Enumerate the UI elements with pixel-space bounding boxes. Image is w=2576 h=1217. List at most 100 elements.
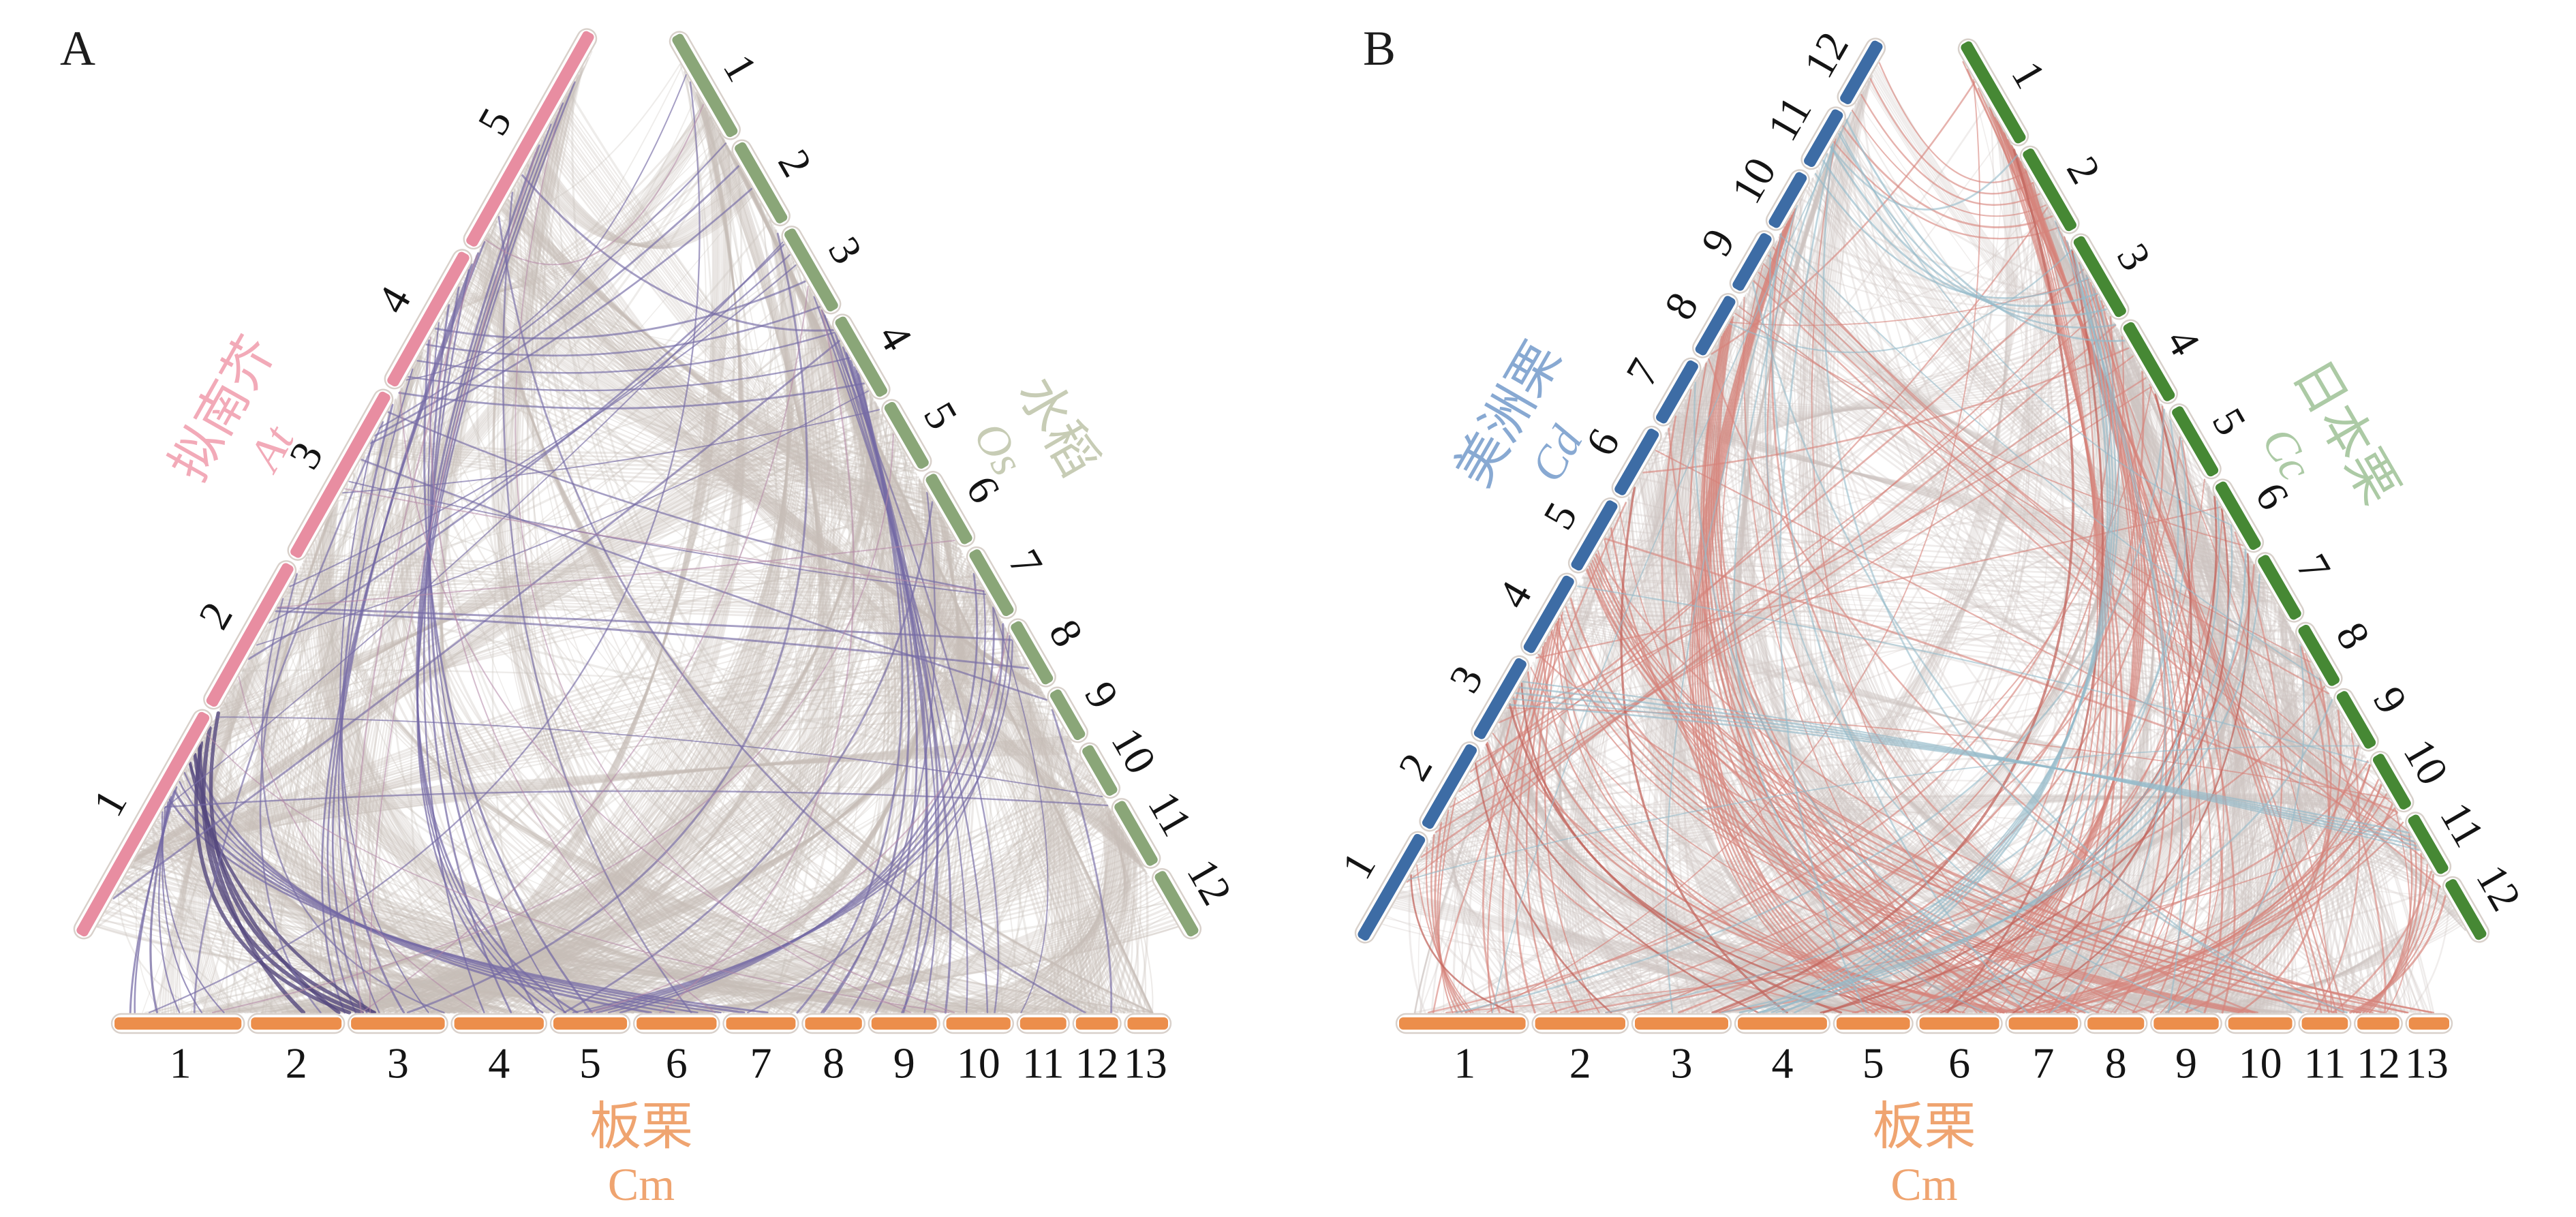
synteny-ribbon (1911, 495, 2224, 1014)
synteny-ribbon (531, 156, 987, 1014)
synteny-ribbon (1490, 132, 2006, 737)
synteny-ribbon (179, 780, 508, 1014)
synteny-ribbon (294, 574, 990, 599)
synteny-ribbon (1406, 293, 2098, 883)
synteny-ribbon (114, 192, 755, 895)
synteny-ribbon (1010, 638, 1067, 1014)
synteny-ribbon (153, 825, 888, 1014)
synteny-ribbon (138, 363, 854, 854)
synteny-ribbon (1546, 258, 2079, 641)
synteny-ribbon (134, 610, 996, 861)
synteny-ribbon (791, 307, 893, 1014)
synteny-ribbon (448, 123, 720, 1014)
synteny-ribbon (1728, 249, 2073, 354)
synteny-ribbon (1535, 506, 2222, 659)
synteny-ribbon (673, 736, 1069, 1014)
synteny-ribbon (1637, 482, 1972, 1013)
synteny-ribbon (441, 152, 673, 1014)
synteny-ribbon (278, 604, 1071, 1013)
synteny-ribbon (1649, 392, 1845, 1014)
synteny-ribbon (160, 752, 1077, 816)
synteny-ribbon (196, 748, 578, 1014)
synteny-ribbon (1732, 122, 1897, 1014)
synteny-ribbon (1672, 419, 2259, 572)
synteny-ribbon (500, 95, 750, 1014)
synteny-ribbon (1456, 419, 1674, 1014)
synteny-ribbon (536, 148, 1106, 1014)
synteny-ribbon (1559, 561, 1677, 1014)
synteny-ribbon (2109, 698, 2334, 1014)
synteny-ribbon (748, 184, 1105, 1013)
chromosome-number: 2 (769, 142, 821, 185)
synteny-ribbon (476, 223, 1013, 1014)
chromosome-segment (1535, 1017, 1625, 1030)
synteny-ribbon (562, 709, 1053, 1013)
synteny-ribbon (1024, 660, 1101, 1014)
synteny-ribbon (112, 313, 826, 899)
synteny-ribbon (2066, 240, 2183, 1014)
synteny-ribbon (1758, 760, 2368, 1014)
panel-label: A (60, 21, 95, 76)
synteny-ribbon (1505, 687, 1577, 1014)
synteny-ribbon (137, 365, 855, 856)
synteny-ribbon (1430, 688, 1520, 1014)
synteny-ribbon (1584, 386, 2152, 575)
synteny-ribbon (1733, 123, 1899, 1013)
synteny-ribbon (743, 175, 1117, 1014)
synteny-ribbon (191, 758, 612, 1014)
synteny-ribbon (465, 700, 1048, 1013)
synteny-ribbon (1012, 833, 1126, 1014)
synteny-ribbon (309, 382, 405, 1013)
synteny-ribbon (252, 650, 795, 1013)
synteny-ribbon (418, 320, 592, 1014)
synteny-ribbon (696, 94, 840, 1014)
synteny-ribbon (1780, 232, 2420, 851)
synteny-ribbon (1518, 686, 2418, 847)
synteny-ribbon (271, 117, 749, 1014)
synteny-ribbon (1452, 237, 2066, 1014)
synteny-ribbon (418, 355, 954, 538)
synteny-ribbon (489, 230, 926, 491)
synteny-ribbon (136, 371, 859, 857)
chromosome-number: 12 (2357, 1039, 2400, 1088)
synteny-ribbon (1905, 183, 2053, 1013)
synteny-ribbon (1445, 160, 2022, 1014)
synteny-ribbon (144, 219, 771, 844)
synteny-ribbon (117, 889, 208, 1014)
synteny-ribbon (1455, 514, 2226, 1013)
synteny-ribbon (631, 519, 959, 1014)
synteny-ribbon (1818, 166, 2382, 1014)
synteny-ribbon (185, 767, 701, 1014)
synteny-ribbon (205, 733, 565, 1014)
synteny-ribbon (123, 296, 816, 881)
synteny-ribbon (1833, 140, 2096, 292)
chromosome-segment (805, 1017, 862, 1030)
synteny-ribbon (2160, 403, 2241, 1014)
synteny-ribbon (1769, 251, 2028, 1014)
synteny-ribbon (391, 267, 572, 1014)
synteny-ribbon (2328, 694, 2412, 1014)
synteny-ribbon (944, 810, 1112, 1014)
synteny-ribbon (1437, 810, 1458, 1014)
synteny-ribbon (752, 190, 1037, 1014)
synteny-ribbon (504, 204, 975, 574)
synteny-ribbon (1989, 108, 2124, 1014)
synteny-ribbon (1047, 842, 1131, 1014)
synteny-ribbon (1769, 251, 2414, 840)
synteny-ribbon (395, 387, 1013, 1014)
synteny-ribbon (1502, 212, 2052, 1014)
synteny-ribbon (717, 129, 1154, 1014)
chromosome-segment (1049, 689, 1086, 741)
synteny-ribbon (1980, 93, 2356, 1014)
synteny-ribbon (2061, 233, 2345, 1014)
synteny-ribbon (1860, 93, 2040, 206)
chromosome-number: 9 (2364, 679, 2417, 722)
synteny-ribbon (203, 737, 567, 1014)
synteny-ribbon (399, 390, 955, 1013)
synteny-ribbon (429, 268, 829, 1014)
chromosome-number: 2 (1569, 1039, 1591, 1088)
synteny-ribbon (342, 441, 900, 1014)
synteny-ribbon (528, 160, 1135, 851)
synteny-ribbon (1098, 839, 1129, 1013)
chromosome-segment (726, 1017, 796, 1030)
